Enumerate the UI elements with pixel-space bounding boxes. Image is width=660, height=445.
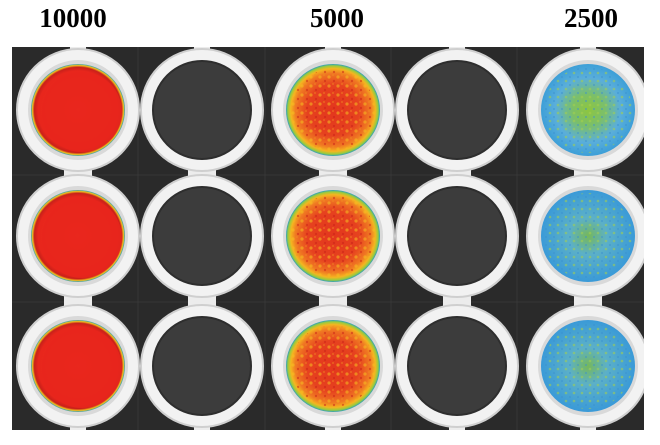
well-mid-r1-c3 — [271, 48, 395, 172]
well-high-r2-c1 — [16, 174, 140, 298]
column-label-10000: 10000 — [39, 3, 107, 33]
well-low-r1-c5 — [526, 48, 644, 172]
well-low-r3-c5 — [526, 304, 644, 428]
well-mid-r3-c3 — [271, 304, 395, 428]
well-mid-r2-c3 — [271, 174, 395, 298]
well-empty-r1-c2 — [140, 48, 264, 172]
well-empty-r3-c2 — [140, 304, 264, 428]
well-high-r3-c1 — [16, 304, 140, 428]
well-empty-r2-c2 — [140, 174, 264, 298]
well-high-r1-c1 — [16, 48, 140, 172]
well-empty-r2-c4 — [395, 174, 519, 298]
column-label-2500: 2500 — [564, 3, 618, 33]
well-empty-r1-c4 — [395, 48, 519, 172]
well-plate-image — [12, 47, 644, 430]
well-empty-r3-c4 — [395, 304, 519, 428]
well-low-r2-c5 — [526, 174, 644, 298]
column-label-5000: 5000 — [310, 3, 364, 33]
